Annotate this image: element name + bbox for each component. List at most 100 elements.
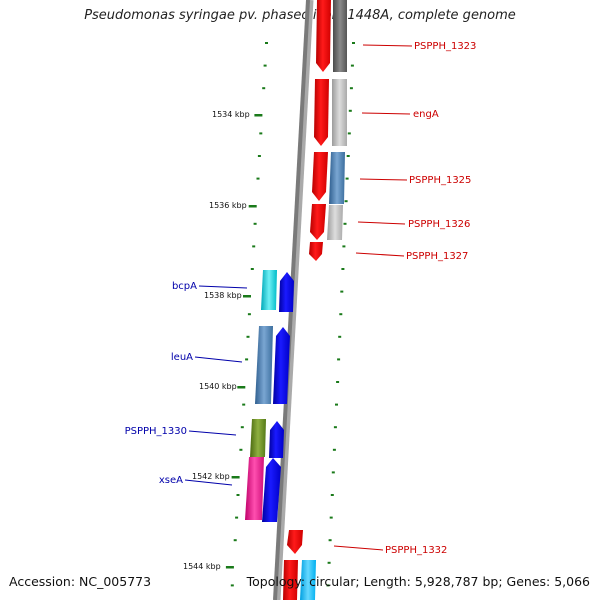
gene-arrow-pspph-1323[interactable] xyxy=(316,0,331,72)
gene-label-pspph-1323[interactable]: PSPPH_1323 xyxy=(414,41,476,52)
leader-lines xyxy=(184,44,413,551)
gene-arrow-pspph-1332[interactable] xyxy=(287,530,303,554)
tick-mark xyxy=(231,476,240,479)
leader-xsea xyxy=(184,479,233,486)
axis-label-1542: 1542 kbp xyxy=(192,472,230,481)
gene-arrow-pspph-1326[interactable] xyxy=(310,204,326,240)
tick-mark xyxy=(340,290,344,293)
gene-label-pspph-1326[interactable]: PSPPH_1326 xyxy=(408,219,470,230)
tick-mark xyxy=(349,87,353,90)
gene-label-enga[interactable]: engA xyxy=(413,109,439,120)
axis-label-1540: 1540 kbp xyxy=(199,382,237,391)
tick-mark xyxy=(265,42,268,44)
tick-mark xyxy=(239,448,243,451)
leader-pspph-1325 xyxy=(359,178,408,181)
axis-label-1538: 1538 kbp xyxy=(204,291,242,300)
leader-bcpa xyxy=(198,285,248,289)
gene-arrow-red-bottom[interactable] xyxy=(283,560,298,600)
tick-mark xyxy=(347,132,351,135)
leader-pspph-1332 xyxy=(333,545,384,551)
gene-label-xsea[interactable]: xseA xyxy=(159,475,183,486)
gene-arrow-pspph-1325[interactable] xyxy=(312,152,328,201)
gene-arrow-bcpa[interactable] xyxy=(279,272,294,312)
tick-mark xyxy=(333,426,337,429)
tick-mark xyxy=(257,155,261,157)
cog-block-pspph-1325 xyxy=(329,152,345,204)
tick-mark xyxy=(337,358,341,361)
cog-block-pspph-1323 xyxy=(333,0,347,72)
tick-mark xyxy=(348,109,352,112)
tick-mark xyxy=(329,516,333,519)
tick-mark xyxy=(345,177,349,180)
tick-mark xyxy=(342,245,346,248)
forward-strand-cog-blocks xyxy=(245,270,277,520)
tick-mark xyxy=(250,268,254,270)
tick-mark xyxy=(246,335,250,338)
cog-block-xsea xyxy=(245,457,264,520)
tick-mark xyxy=(328,539,332,542)
tick-mark xyxy=(263,64,267,67)
gene-arrow-leua[interactable] xyxy=(273,327,290,404)
map-title: Pseudomonas syringae pv. phaseolicola 14… xyxy=(84,8,516,23)
tick-mark xyxy=(237,386,246,389)
tick-mark xyxy=(335,403,338,406)
gene-arrow-enga[interactable] xyxy=(314,79,329,146)
tick-mark xyxy=(233,539,237,542)
tick-mark xyxy=(248,205,257,208)
tick-mark xyxy=(336,381,340,383)
tick-mark xyxy=(230,584,234,587)
gene-arrow-pspph-1330[interactable] xyxy=(269,421,284,458)
cog-block-pspph-1330 xyxy=(250,419,266,457)
tick-mark xyxy=(240,426,244,429)
gene-arrow-pspph-1327[interactable] xyxy=(309,242,323,261)
axis-label-1536: 1536 kbp xyxy=(209,201,247,210)
genome-stats-text: Topology: circular; Length: 5,928,787 bp… xyxy=(246,574,590,589)
tick-mark xyxy=(252,245,256,248)
tick-mark xyxy=(254,114,263,117)
tick-mark xyxy=(245,358,249,361)
leader-pspph-1327 xyxy=(355,252,405,257)
tick-mark xyxy=(332,448,336,451)
tick-mark xyxy=(262,87,266,90)
axis-label-1544: 1544 kbp xyxy=(183,562,221,571)
gene-label-pspph-1332[interactable]: PSPPH_1332 xyxy=(385,545,447,556)
reverse-strand-genes xyxy=(283,0,331,600)
tick-mark xyxy=(341,268,345,270)
gene-label-pspph-1330[interactable]: PSPPH_1330 xyxy=(125,426,187,437)
leader-leua xyxy=(194,356,243,363)
axis-labels: 1534 kbp 1536 kbp 1538 kbp 1540 kbp 1542… xyxy=(183,110,250,571)
tick-mark xyxy=(247,313,251,316)
cog-block-sky-bottom xyxy=(300,560,316,600)
gene-arrow-xsea[interactable] xyxy=(262,458,281,522)
tick-mark xyxy=(326,584,330,587)
cog-block-bcpa xyxy=(261,270,277,310)
tick-mark xyxy=(343,222,347,225)
tick-mark xyxy=(235,516,239,519)
tick-mark xyxy=(253,222,257,225)
tick-mark xyxy=(339,313,343,316)
gene-label-pspph-1327[interactable]: PSPPH_1327 xyxy=(406,251,468,262)
reverse-strand-cog-blocks xyxy=(300,0,347,600)
tick-mark xyxy=(352,42,355,44)
leader-pspph-1326 xyxy=(357,221,406,225)
tick-mark xyxy=(259,132,263,135)
gene-label-pspph-1325[interactable]: PSPPH_1325 xyxy=(409,175,471,186)
tick-mark xyxy=(256,177,260,180)
cog-block-enga xyxy=(332,79,347,146)
tick-marks xyxy=(225,42,355,587)
gene-label-leua[interactable]: leuA xyxy=(171,352,193,363)
tick-mark xyxy=(330,494,334,496)
leader-pspph-1330 xyxy=(188,430,237,436)
tick-mark xyxy=(236,494,240,496)
tick-mark xyxy=(243,295,251,298)
leader-pspph-1323 xyxy=(362,44,413,47)
tick-mark xyxy=(225,566,234,569)
gene-labels: PSPPH_1323 engA PSPPH_1325 PSPPH_1326 PS… xyxy=(125,41,477,556)
cog-block-leua xyxy=(255,326,273,404)
tick-mark xyxy=(242,403,246,406)
gene-label-bcpa[interactable]: bcpA xyxy=(172,281,197,292)
axis-label-1534: 1534 kbp xyxy=(212,110,250,119)
tick-mark xyxy=(331,471,335,474)
tick-mark xyxy=(327,561,331,564)
